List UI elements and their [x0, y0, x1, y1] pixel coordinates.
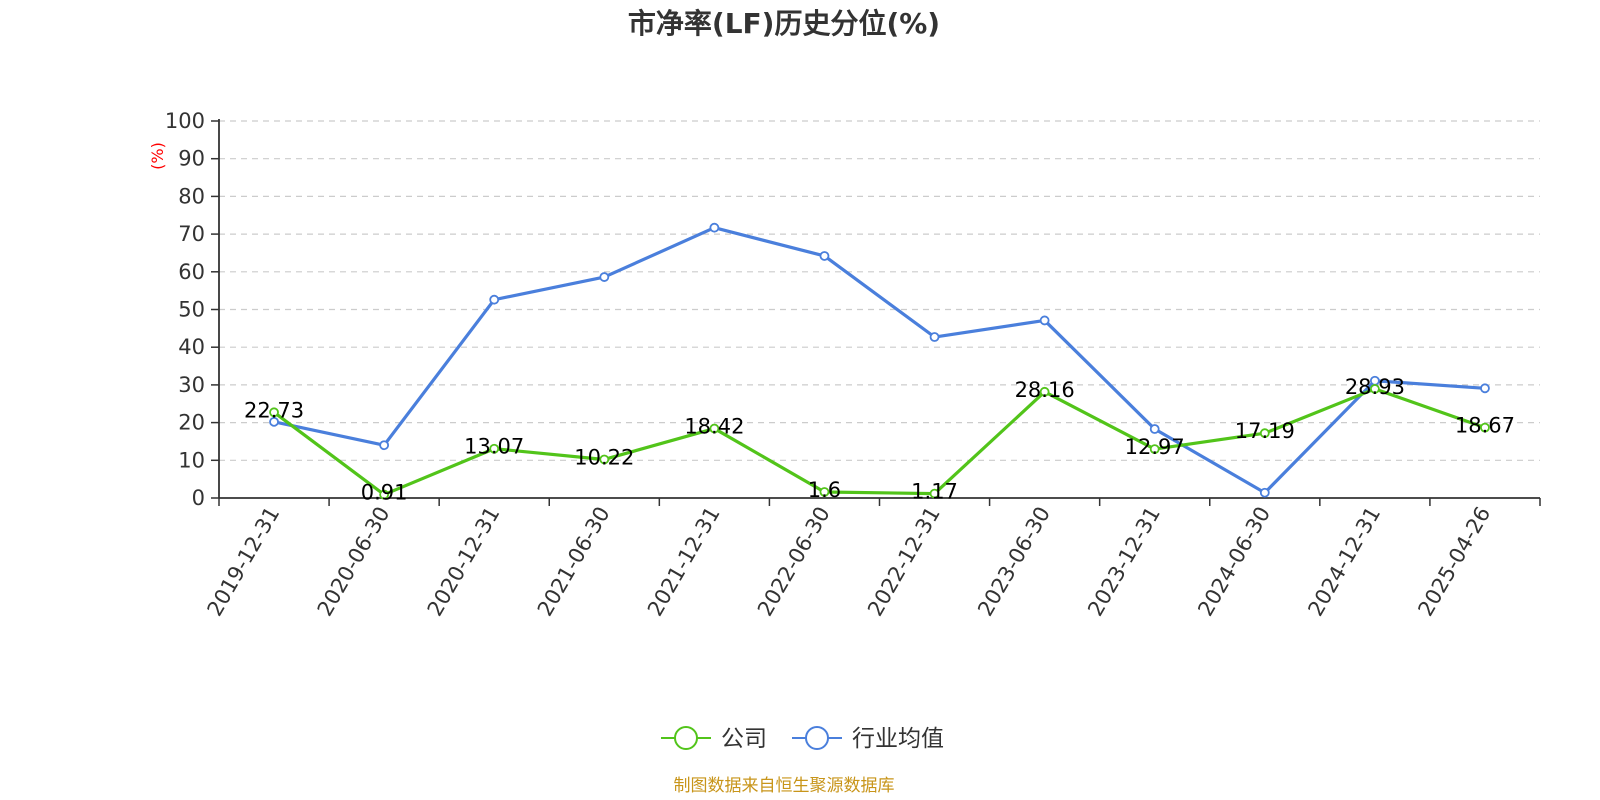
data-label: 10.22 [574, 445, 634, 469]
data-point [269, 407, 279, 418]
y-axis-unit: (%) [148, 142, 167, 170]
x-tick-label: 2022-12-31 [863, 503, 945, 621]
legend-marker [805, 726, 829, 750]
x-tick-label: 2025-04-26 [1413, 503, 1495, 621]
y-tick-label: 40 [178, 335, 205, 359]
x-tick-label: 2023-12-31 [1083, 503, 1165, 621]
chart-title: 市净率(LF)历史分位(%) [628, 7, 940, 40]
series-layer [269, 222, 1490, 500]
data-point [929, 488, 940, 499]
legend-marker [674, 726, 698, 750]
y-tick-label: 30 [178, 373, 205, 397]
x-axis-ticks: 2019-12-31 2020-06-30 2020-12-31 2021-06-30… [203, 498, 1541, 621]
series-line [273, 387, 1486, 497]
legend-label: 行业均值 [852, 726, 944, 752]
data-point [599, 454, 610, 465]
data-label: 1.17 [911, 480, 958, 504]
data-point [929, 332, 940, 342]
data-point [379, 440, 390, 451]
data-point [1039, 315, 1050, 326]
data-label: 12.97 [1125, 435, 1185, 459]
series-line [273, 226, 1486, 495]
y-tick-label: 20 [178, 411, 205, 435]
data-point [1369, 384, 1380, 394]
x-tick-label: 2024-06-30 [1193, 503, 1275, 621]
data-label: 22.73 [244, 398, 304, 422]
data-label: 28.93 [1345, 375, 1405, 399]
data-point [819, 487, 830, 497]
y-tick-label: 10 [178, 448, 205, 472]
data-point [709, 222, 720, 233]
x-tick-label: 2023-06-30 [973, 503, 1055, 621]
data-labels: 22.73 0.91 13.07 10.22 18.42 1.6 1.17 28.16 12.9… [244, 375, 1515, 505]
data-point [1480, 383, 1490, 394]
data-label: 1.6 [808, 478, 841, 502]
x-tick-label: 2021-12-31 [643, 503, 725, 621]
y-tick-label: 50 [178, 298, 205, 322]
x-tick-label: 2020-06-30 [313, 503, 395, 621]
data-label: 18.42 [684, 415, 744, 439]
data-point [379, 489, 390, 500]
x-tick-label: 2022-06-30 [753, 503, 835, 621]
data-point [599, 272, 610, 282]
y-tick-label: 90 [178, 147, 205, 171]
data-point [1149, 424, 1160, 434]
data-label: 13.07 [464, 435, 524, 459]
y-axis-ticks: 0 10 20 30 40 50 60 70 80 90 100 [165, 109, 219, 510]
legend[interactable]: 公司 行业均值 [661, 726, 944, 752]
data-point [1039, 386, 1050, 397]
data-label: 17.19 [1235, 419, 1295, 443]
x-tick-label: 2020-12-31 [423, 503, 505, 621]
data-point [1259, 487, 1270, 498]
x-tick-label: 2019-12-31 [203, 503, 285, 621]
y-tick-label: 80 [178, 184, 205, 208]
data-point [709, 423, 720, 434]
data-label: 28.16 [1015, 378, 1075, 402]
data-point [1149, 444, 1160, 455]
data-point [1259, 428, 1270, 439]
y-tick-label: 60 [178, 260, 205, 284]
axes [218, 119, 1540, 499]
data-point [489, 294, 500, 305]
data-label: 0.91 [361, 481, 408, 505]
data-source-note: 制图数据来自恒生聚源数据库 [674, 776, 895, 796]
data-point [489, 443, 500, 454]
data-point [1480, 422, 1490, 433]
data-point [819, 251, 830, 261]
x-tick-label: 2024-12-31 [1303, 503, 1385, 621]
legend-label: 公司 [721, 726, 767, 752]
y-tick-label: 70 [178, 222, 205, 246]
y-tick-label: 0 [192, 486, 205, 510]
gridlines [219, 120, 1540, 461]
x-tick-label: 2021-06-30 [533, 503, 615, 621]
y-tick-label: 100 [165, 109, 205, 133]
data-point [269, 416, 279, 427]
data-label: 18.67 [1455, 414, 1515, 438]
